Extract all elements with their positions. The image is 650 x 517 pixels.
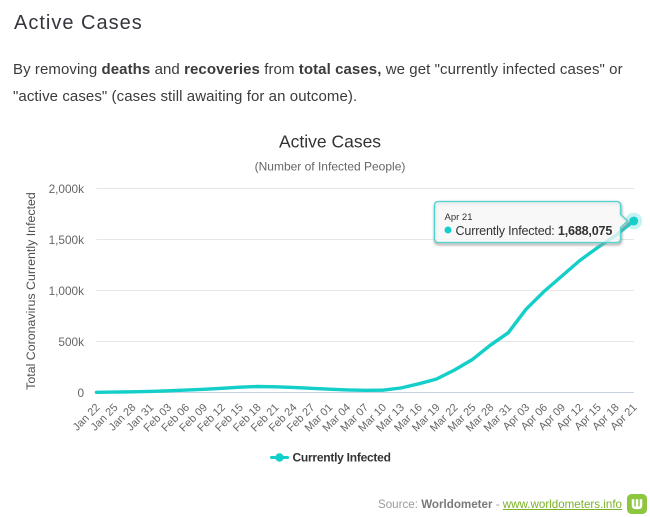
svg-text:2,000k: 2,000k xyxy=(49,182,85,196)
svg-text:1,000k: 1,000k xyxy=(49,284,85,298)
svg-text:Total Coronavirus Currently In: Total Coronavirus Currently Infected xyxy=(24,192,38,390)
svg-text:0: 0 xyxy=(77,386,84,400)
svg-text:500k: 500k xyxy=(58,335,84,349)
svg-text:Currently Infected: Currently Infected xyxy=(293,451,391,465)
svg-text:1,500k: 1,500k xyxy=(49,233,85,247)
svg-text:Active Cases: Active Cases xyxy=(279,132,381,152)
svg-text:Apr 21: Apr 21 xyxy=(445,212,473,223)
svg-text:(Number of Infected People): (Number of Infected People) xyxy=(255,160,406,174)
svg-text:Currently Infected: 1,688,075: Currently Infected: 1,688,075 xyxy=(456,224,613,238)
